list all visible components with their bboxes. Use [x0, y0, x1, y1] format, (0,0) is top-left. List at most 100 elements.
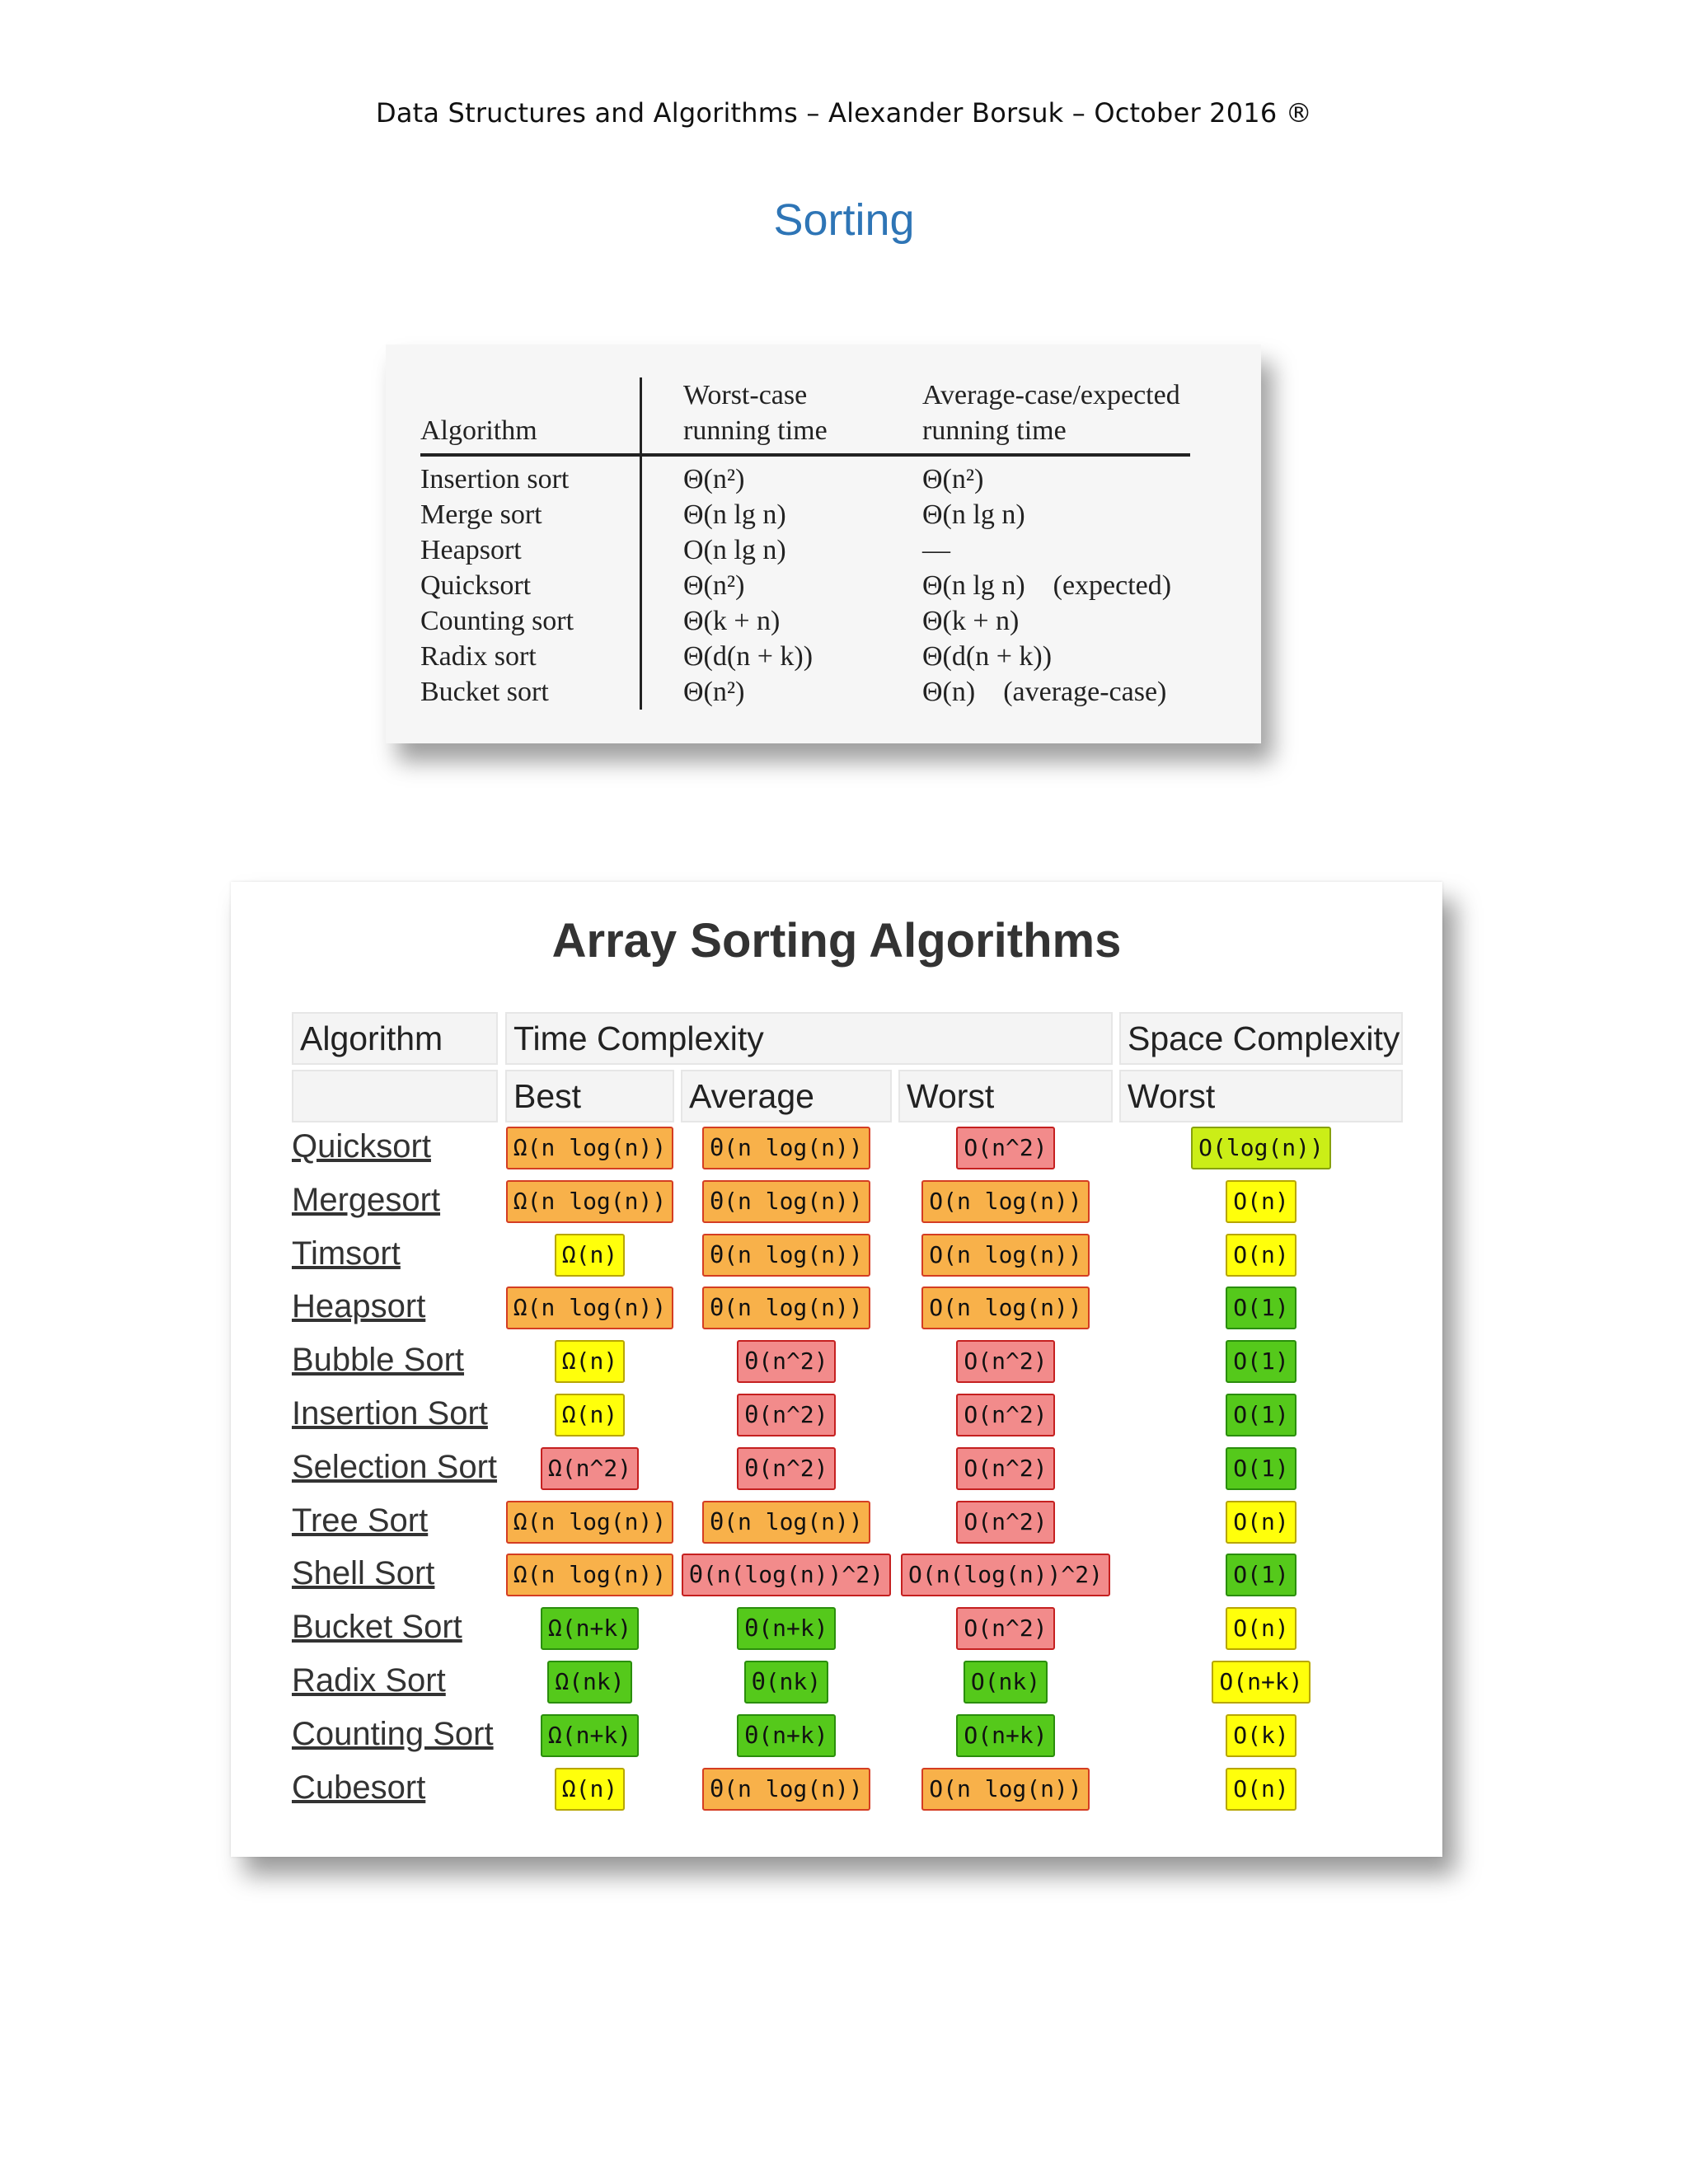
- worst-complexity-badge: O(n^2): [956, 1501, 1054, 1544]
- best-cell: Ω(n+k): [505, 1711, 674, 1760]
- worst-complexity-badge: O(n^2): [956, 1607, 1054, 1650]
- worst-complexity-badge: O(n^2): [956, 1394, 1054, 1436]
- tb-header-worst-line2: running time: [683, 413, 922, 448]
- tb-average-case: Θ(n lg n): [922, 497, 1190, 532]
- tb-average-case: Θ(k + n): [922, 603, 1190, 639]
- average-complexity-badge: Θ(n log(n)): [702, 1127, 870, 1169]
- space-complexity-badge: O(1): [1226, 1447, 1296, 1490]
- best-complexity-badge: Ω(n): [555, 1340, 625, 1383]
- space-complexity-badge: O(1): [1226, 1394, 1296, 1436]
- tb-worst-case: Θ(k + n): [641, 603, 923, 639]
- tb-worst-case: Θ(d(n + k)): [641, 639, 923, 674]
- average-complexity-badge: Θ(n log(n)): [702, 1501, 870, 1544]
- space-complexity-badge: O(n): [1226, 1768, 1296, 1811]
- worst-cell: O(n(log(n))^2): [898, 1550, 1113, 1600]
- worst-cell: O(n^2): [898, 1337, 1113, 1386]
- array-sorting-card: Array Sorting Algorithms Algorithm Time …: [231, 882, 1442, 1857]
- tb-header-algorithm: Algorithm: [420, 377, 641, 455]
- worst-cell: O(nk): [898, 1657, 1113, 1707]
- table-row: Insertion Sort Ω(n) Θ(n^2) O(n^2) O(1): [231, 1390, 1442, 1440]
- space-complexity-badge: O(log(n)): [1191, 1127, 1331, 1169]
- average-cell: Θ(nk): [681, 1657, 892, 1707]
- table-row: Cubesort Ω(n) Θ(n log(n)) O(n log(n)) O(n): [231, 1765, 1442, 1814]
- worst-complexity-badge: O(n log(n)): [921, 1180, 1089, 1223]
- header-worst: Worst: [898, 1070, 1113, 1122]
- algorithm-link[interactable]: Heapsort: [292, 1288, 425, 1325]
- algorithm-link[interactable]: Bubble Sort: [292, 1342, 464, 1379]
- worst-complexity-badge: O(n^2): [956, 1127, 1054, 1169]
- average-complexity-badge: Θ(n log(n)): [702, 1234, 870, 1277]
- algorithm-link[interactable]: Timsort: [292, 1235, 401, 1272]
- algorithm-link[interactable]: Quicksort: [292, 1128, 431, 1165]
- worst-cell: O(n^2): [898, 1497, 1113, 1547]
- tb-average-case: Θ(n²): [922, 455, 1190, 497]
- worst-cell: O(n log(n)): [898, 1283, 1113, 1333]
- average-cell: Θ(n^2): [681, 1337, 892, 1386]
- space-complexity-badge: O(1): [1226, 1554, 1296, 1596]
- tb-worst-case: O(n lg n): [641, 532, 923, 568]
- tb-worst-case: Θ(n lg n): [641, 497, 923, 532]
- tb-algorithm-name: Counting sort: [420, 603, 641, 639]
- tb-header-worst-case: Worst-case running time: [641, 377, 923, 455]
- average-cell: Θ(n log(n)): [681, 1230, 892, 1280]
- space-complexity-badge: O(1): [1226, 1340, 1296, 1383]
- space-complexity-badge: O(k): [1226, 1714, 1296, 1757]
- space-cell: O(n): [1119, 1177, 1403, 1226]
- worst-complexity-badge: O(n^2): [956, 1340, 1054, 1383]
- average-cell: Θ(n(log(n))^2): [681, 1550, 892, 1600]
- best-complexity-badge: Ω(n+k): [541, 1607, 639, 1650]
- space-complexity-badge: O(n): [1226, 1501, 1296, 1544]
- best-cell: Ω(n+k): [505, 1604, 674, 1653]
- space-cell: O(1): [1119, 1444, 1403, 1493]
- average-cell: Θ(n+k): [681, 1604, 892, 1653]
- space-complexity-badge: O(n+k): [1212, 1661, 1310, 1704]
- worst-complexity-badge: O(n log(n)): [921, 1234, 1089, 1277]
- algorithm-link[interactable]: Tree Sort: [292, 1502, 428, 1540]
- algorithm-link[interactable]: Mergesort: [292, 1182, 440, 1219]
- worst-cell: O(n log(n)): [898, 1177, 1113, 1226]
- best-complexity-badge: Ω(n): [555, 1394, 625, 1436]
- table-row: Selection Sort Ω(n^2) Θ(n^2) O(n^2) O(1): [231, 1444, 1442, 1493]
- worst-cell: O(n log(n)): [898, 1230, 1113, 1280]
- tb-worst-case: Θ(n²): [641, 455, 923, 497]
- algorithm-link[interactable]: Bucket Sort: [292, 1609, 462, 1646]
- table-row: Shell Sort Ω(n log(n)) Θ(n(log(n))^2) O(n(l…: [231, 1550, 1442, 1600]
- best-cell: Ω(n^2): [505, 1444, 674, 1493]
- space-cell: O(n): [1119, 1497, 1403, 1547]
- average-complexity-badge: Θ(n^2): [737, 1447, 835, 1490]
- algorithm-link[interactable]: Selection Sort: [292, 1449, 497, 1486]
- average-complexity-badge: Θ(n log(n)): [702, 1286, 870, 1329]
- worst-complexity-badge: O(n(log(n))^2): [901, 1554, 1110, 1596]
- tb-header-avg-line2: running time: [922, 413, 1190, 448]
- best-complexity-badge: Ω(n log(n)): [506, 1501, 673, 1544]
- algorithm-link[interactable]: Shell Sort: [292, 1555, 434, 1592]
- tb-worst-case: Θ(n²): [641, 568, 923, 603]
- section-title: Sorting: [0, 194, 1688, 246]
- space-cell: O(n+k): [1119, 1657, 1403, 1707]
- best-complexity-badge: Ω(nk): [547, 1661, 631, 1704]
- tb-algorithm-name: Quicksort: [420, 568, 641, 603]
- algorithm-link[interactable]: Insertion Sort: [292, 1395, 488, 1432]
- tb-average-case: Θ(n) (average-case): [922, 674, 1190, 710]
- table-row: Tree Sort Ω(n log(n)) Θ(n log(n)) O(n^2) O(n…: [231, 1497, 1442, 1547]
- best-cell: Ω(nk): [505, 1657, 674, 1707]
- textbook-complexity-table: Algorithm Worst-case running time Averag…: [420, 377, 1190, 710]
- header-algorithm: Algorithm: [292, 1012, 498, 1065]
- space-cell: O(1): [1119, 1337, 1403, 1386]
- best-complexity-badge: Ω(n): [555, 1768, 625, 1811]
- best-cell: Ω(n log(n)): [505, 1550, 674, 1600]
- average-cell: Θ(n log(n)): [681, 1765, 892, 1814]
- best-cell: Ω(n log(n)): [505, 1177, 674, 1226]
- worst-complexity-badge: O(nk): [964, 1661, 1048, 1704]
- average-cell: Θ(n log(n)): [681, 1497, 892, 1547]
- table-row: Timsort Ω(n) Θ(n log(n)) O(n log(n)) O(n): [231, 1230, 1442, 1280]
- header-time-complexity: Time Complexity: [505, 1012, 1113, 1065]
- tb-average-case: —: [922, 532, 1190, 568]
- table-row: Bubble Sort Ω(n) Θ(n^2) O(n^2) O(1): [231, 1337, 1442, 1386]
- algorithm-link[interactable]: Radix Sort: [292, 1662, 446, 1699]
- algorithm-link[interactable]: Counting Sort: [292, 1716, 494, 1753]
- page-header: Data Structures and Algorithms – Alexand…: [0, 97, 1688, 129]
- header-average: Average: [681, 1070, 892, 1122]
- tb-row: Radix sort Θ(d(n + k)) Θ(d(n + k)): [420, 639, 1190, 674]
- algorithm-link[interactable]: Cubesort: [292, 1769, 425, 1807]
